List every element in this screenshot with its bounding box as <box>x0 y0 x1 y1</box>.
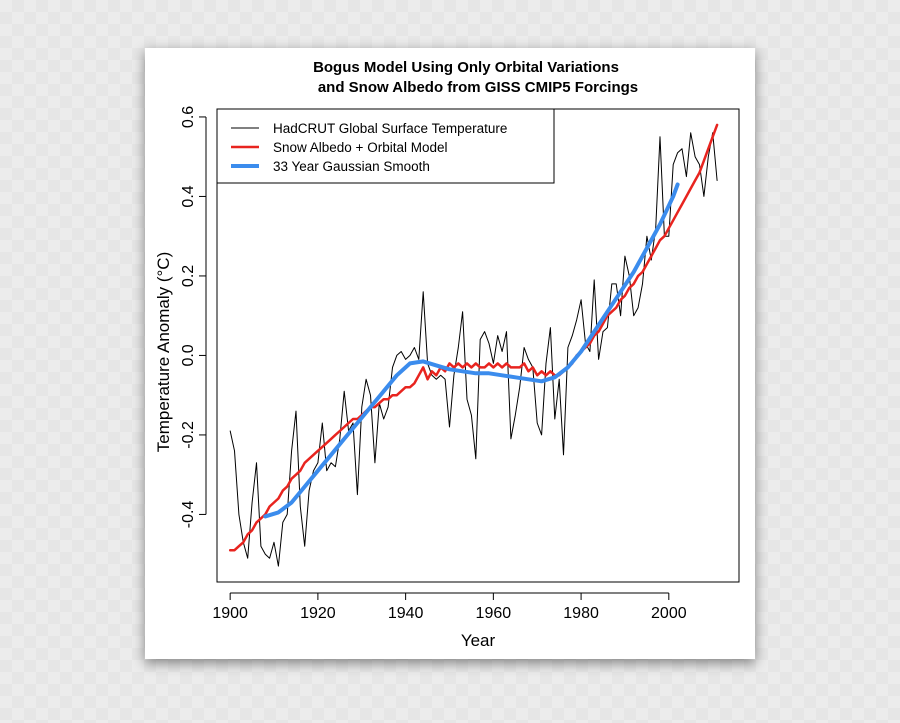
y-tick-label: 0.2 <box>180 265 197 287</box>
smooth-line <box>263 182 680 519</box>
y-tick-label: 0.0 <box>180 344 197 366</box>
x-tick-label: 1900 <box>212 605 248 622</box>
x-axis-label: Year <box>461 631 496 650</box>
chart-title-line2: and Snow Albedo from GISS CMIP5 Forcings <box>318 79 638 96</box>
x-tick-label: 1960 <box>476 605 512 622</box>
x-tick-label: 1980 <box>563 605 599 622</box>
plot-area: 1900 1920 1940 1960 1980 2000 -0.4 -0.2 0.0 0.2 0.… <box>180 106 740 622</box>
y-tick-label: -0.4 <box>180 501 197 529</box>
y-axis-label: Temperature Anomaly (°C) <box>154 252 173 452</box>
model-line <box>228 123 719 552</box>
y-tick-label: -0.2 <box>180 421 197 449</box>
legend: HadCRUT Global Surface Temperature Snow … <box>216 108 555 184</box>
legend-label-model: Snow Albedo + Orbital Model <box>273 140 447 155</box>
legend-label-smooth: 33 Year Gaussian Smooth <box>273 159 430 174</box>
chart-card: Bogus Model Using Only Orbital Variation… <box>145 48 755 659</box>
chart-svg: Bogus Model Using Only Orbital Variation… <box>154 59 740 650</box>
x-tick-label: 1920 <box>300 605 336 622</box>
legend-label-hadcrut: HadCRUT Global Surface Temperature <box>273 121 507 136</box>
x-tick-label: 1940 <box>388 605 424 622</box>
chart-title-line1: Bogus Model Using Only Orbital Variation… <box>313 59 619 76</box>
x-tick-label: 2000 <box>651 605 687 622</box>
y-tick-label: 0.6 <box>180 106 197 128</box>
y-tick-label: 0.4 <box>180 185 197 207</box>
legend-box <box>216 108 555 184</box>
hadcrut-line <box>229 132 718 567</box>
